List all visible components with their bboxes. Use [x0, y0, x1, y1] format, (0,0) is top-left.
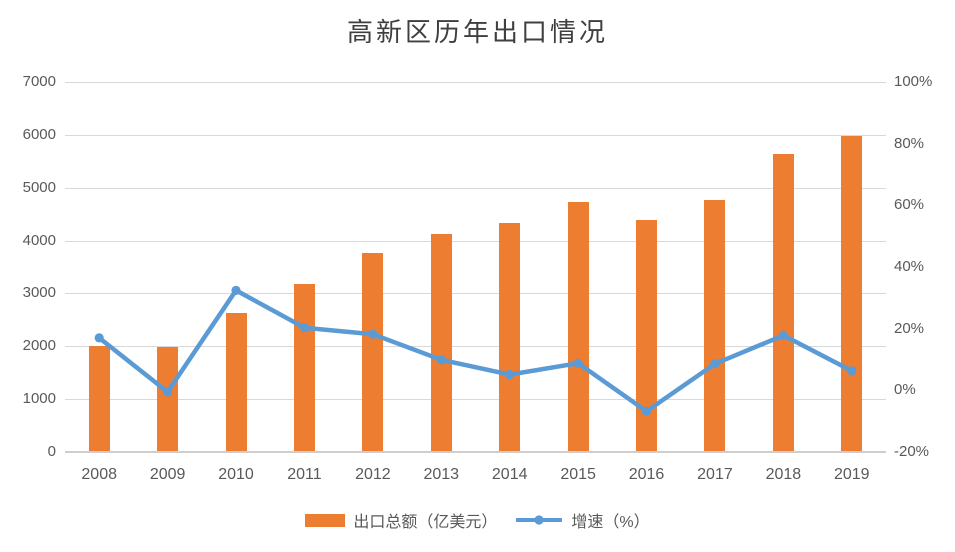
- gridline-6000: [65, 134, 886, 136]
- bar-2017: [704, 199, 726, 451]
- growth-marker-2013: [436, 355, 446, 365]
- x-tick-2015: 2015: [560, 466, 596, 483]
- y-left-tick-5000: 5000: [22, 178, 56, 196]
- growth-marker-2008: [94, 333, 104, 343]
- gridline-1000: [65, 399, 886, 401]
- legend-item-exports: 出口总额（亿美元）: [305, 508, 497, 532]
- legend-item-growth: 增速（%）: [515, 508, 650, 532]
- x-tick-2009: 2009: [149, 466, 186, 483]
- x-tick-2018: 2018: [765, 466, 802, 483]
- y-left-tick-7000: 7000: [22, 73, 56, 90]
- bar-2008: [88, 346, 110, 451]
- growth-marker-2014: [505, 370, 515, 380]
- bar-2015: [567, 201, 589, 451]
- y-right-tick-60pct: 60%: [894, 196, 925, 214]
- x-tick-2010: 2010: [218, 466, 254, 483]
- legend-line-sample: [516, 515, 563, 525]
- y-right-tick-0pct: 0%: [894, 381, 916, 399]
- y-left-tick-2000: 2000: [22, 337, 56, 355]
- x-axis-line: [65, 451, 886, 453]
- bar-2010: [225, 312, 247, 451]
- bar-2018: [772, 153, 794, 451]
- x-tick-2016: 2016: [628, 466, 665, 483]
- growth-marker-2010: [231, 285, 241, 295]
- y-left-tick-3000: 3000: [22, 284, 56, 302]
- gridline-3000: [65, 293, 886, 295]
- bar-2016: [636, 219, 658, 451]
- x-tick-2013: 2013: [423, 466, 460, 483]
- y-right-tick-40pct: 40%: [894, 258, 925, 275]
- y-right-tick--20pct: -20%: [894, 443, 930, 460]
- x-tick-2019: 2019: [833, 466, 870, 483]
- chart-title: 高新区历年出口情况: [346, 18, 608, 48]
- bar-2012: [362, 253, 384, 451]
- x-tick-2008: 2008: [81, 466, 117, 483]
- x-tick-2017: 2017: [697, 466, 733, 483]
- y-left-tick-0: 0: [47, 443, 56, 460]
- x-tick-2012: 2012: [355, 466, 391, 483]
- bar-2019: [841, 135, 863, 451]
- legend-bar-swatch: [305, 513, 346, 527]
- gridline-2000: [65, 346, 886, 348]
- growth-marker-2016: [641, 406, 652, 416]
- plot-area: [65, 82, 886, 453]
- bar-2014: [499, 222, 521, 451]
- gridline-7000: [65, 82, 886, 83]
- y-right-tick-20pct: 20%: [894, 319, 925, 337]
- bar-2013: [430, 233, 452, 451]
- x-tick-2011: 2011: [287, 466, 322, 483]
- legend-exports-label: 出口总额（亿美元）: [353, 514, 498, 531]
- growth-line-series: [94, 285, 857, 416]
- growth-marker-2018: [778, 330, 789, 340]
- y-left-tick-6000: 6000: [22, 125, 56, 143]
- legend: 出口总额（亿美元） 增速（%）: [0, 508, 955, 532]
- growth-marker-2011: [299, 323, 310, 333]
- growth-marker-2019: [847, 366, 857, 376]
- bar-2009: [157, 346, 179, 451]
- growth-marker-2009: [163, 387, 173, 397]
- y-right-tick-100pct: 100%: [894, 73, 933, 90]
- growth-marker-2012: [368, 329, 378, 339]
- y-left-tick-1000: 1000: [22, 390, 56, 408]
- legend-growth-label: 增速（%）: [571, 514, 650, 531]
- growth-marker-2017: [710, 359, 720, 369]
- y-left-tick-4000: 4000: [22, 231, 56, 249]
- y-right-tick-80pct: 80%: [894, 134, 925, 152]
- gridline-5000: [65, 187, 886, 189]
- growth-line: [96, 288, 855, 414]
- x-tick-2014: 2014: [491, 466, 528, 483]
- gridline-4000: [65, 240, 886, 242]
- growth-marker-2015: [573, 358, 583, 368]
